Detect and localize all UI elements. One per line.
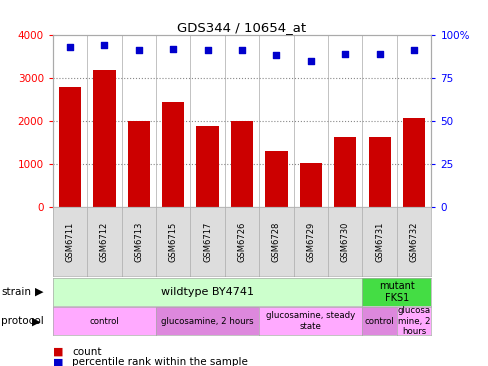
Point bbox=[306, 57, 314, 64]
Text: GSM6717: GSM6717 bbox=[203, 221, 212, 262]
Point bbox=[135, 47, 142, 53]
Text: GSM6713: GSM6713 bbox=[134, 221, 143, 262]
Text: protocol: protocol bbox=[1, 316, 43, 326]
Bar bbox=[196, 126, 219, 207]
Point bbox=[409, 47, 417, 53]
Bar bbox=[162, 102, 184, 207]
Bar bbox=[93, 70, 115, 207]
Text: control: control bbox=[89, 317, 119, 326]
Bar bbox=[402, 118, 425, 207]
Point bbox=[203, 47, 211, 53]
Point bbox=[272, 52, 280, 58]
Text: ■: ■ bbox=[53, 357, 63, 366]
Text: ▶: ▶ bbox=[32, 316, 40, 326]
Text: percentile rank within the sample: percentile rank within the sample bbox=[72, 357, 248, 366]
Text: glucosamine, steady
state: glucosamine, steady state bbox=[265, 311, 355, 331]
Point bbox=[238, 47, 245, 53]
Bar bbox=[333, 137, 356, 207]
Text: GSM6726: GSM6726 bbox=[237, 221, 246, 262]
Text: strain: strain bbox=[1, 287, 31, 297]
Bar bbox=[299, 163, 322, 207]
Point bbox=[101, 42, 108, 48]
Text: GSM6715: GSM6715 bbox=[168, 221, 177, 262]
Text: control: control bbox=[364, 317, 394, 326]
Bar bbox=[59, 87, 81, 207]
Text: GSM6729: GSM6729 bbox=[306, 221, 315, 262]
Text: ▶: ▶ bbox=[35, 287, 43, 297]
Point bbox=[375, 51, 383, 57]
Text: GSM6732: GSM6732 bbox=[409, 221, 418, 262]
Text: ■: ■ bbox=[53, 347, 63, 357]
Text: GSM6711: GSM6711 bbox=[65, 221, 74, 262]
Text: glucosamine, 2 hours: glucosamine, 2 hours bbox=[161, 317, 253, 326]
Bar bbox=[230, 121, 253, 207]
Point bbox=[169, 46, 177, 52]
Bar bbox=[368, 137, 390, 207]
Point bbox=[341, 51, 348, 57]
Text: GSM6728: GSM6728 bbox=[271, 221, 281, 262]
Text: GSM6712: GSM6712 bbox=[100, 221, 109, 262]
Text: wildtype BY4741: wildtype BY4741 bbox=[161, 287, 254, 297]
Bar bbox=[264, 151, 287, 207]
Text: GSM6731: GSM6731 bbox=[374, 221, 384, 262]
Point bbox=[66, 44, 74, 50]
Text: mutant
FKS1: mutant FKS1 bbox=[378, 281, 414, 303]
Text: glucosa
mine, 2
hours: glucosa mine, 2 hours bbox=[397, 306, 430, 336]
Title: GDS344 / 10654_at: GDS344 / 10654_at bbox=[177, 20, 306, 34]
Text: GSM6730: GSM6730 bbox=[340, 221, 349, 262]
Text: count: count bbox=[72, 347, 102, 357]
Bar bbox=[127, 121, 150, 207]
